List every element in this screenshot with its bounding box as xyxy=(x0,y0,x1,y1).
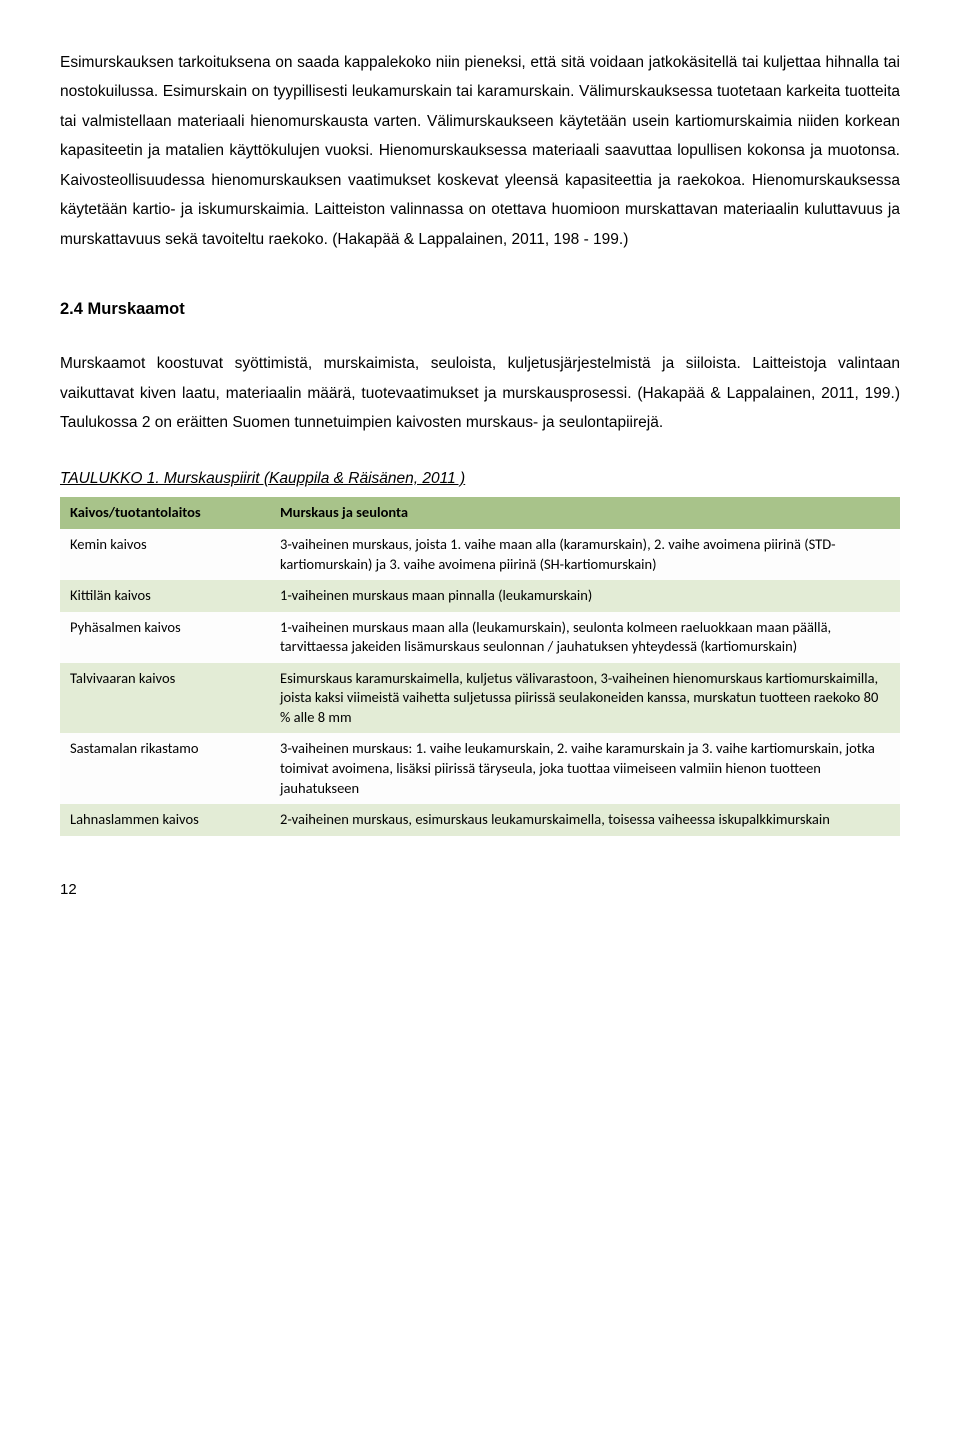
table-cell-facility: Talvivaaran kaivos xyxy=(60,663,270,734)
table-header-cell: Murskaus ja seulonta xyxy=(270,497,900,529)
table-row: Kemin kaivos3-vaiheinen murskaus, joista… xyxy=(60,529,900,580)
table-row: Kittilän kaivos1-vaiheinen murskaus maan… xyxy=(60,580,900,612)
table-cell-description: Esimurskaus karamurskaimella, kuljetus v… xyxy=(270,663,900,734)
table-cell-description: 2-vaiheinen murskaus, esimurskaus leukam… xyxy=(270,804,900,836)
table-row: Sastamalan rikastamo3-vaiheinen murskaus… xyxy=(60,733,900,804)
page-number: 12 xyxy=(60,876,900,905)
crushing-circuits-table: Kaivos/tuotantolaitos Murskaus ja seulon… xyxy=(60,497,900,835)
table-cell-facility: Kemin kaivos xyxy=(60,529,270,580)
table-cell-description: 3-vaiheinen murskaus: 1. vaihe leukamurs… xyxy=(270,733,900,804)
table-caption: TAULUKKO 1. Murskauspiirit (Kauppila & R… xyxy=(60,468,900,490)
body-paragraph-2: Murskaamot koostuvat syöttimistä, murska… xyxy=(60,349,900,437)
table-row: Pyhäsalmen kaivos1-vaiheinen murskaus ma… xyxy=(60,612,900,663)
table-cell-facility: Lahnaslammen kaivos xyxy=(60,804,270,836)
body-paragraph-1: Esimurskauksen tarkoituksena on saada ka… xyxy=(60,48,900,254)
table-header-row: Kaivos/tuotantolaitos Murskaus ja seulon… xyxy=(60,497,900,529)
table-cell-facility: Pyhäsalmen kaivos xyxy=(60,612,270,663)
table-cell-description: 1-vaiheinen murskaus maan alla (leukamur… xyxy=(270,612,900,663)
table-cell-description: 3-vaiheinen murskaus, joista 1. vaihe ma… xyxy=(270,529,900,580)
table-header-cell: Kaivos/tuotantolaitos xyxy=(60,497,270,529)
table-row: Lahnaslammen kaivos2-vaiheinen murskaus,… xyxy=(60,804,900,836)
table-cell-description: 1-vaiheinen murskaus maan pinnalla (leuk… xyxy=(270,580,900,612)
section-heading: 2.4 Murskaamot xyxy=(60,294,900,325)
table-cell-facility: Sastamalan rikastamo xyxy=(60,733,270,804)
table-row: Talvivaaran kaivosEsimurskaus karamurska… xyxy=(60,663,900,734)
table-cell-facility: Kittilän kaivos xyxy=(60,580,270,612)
